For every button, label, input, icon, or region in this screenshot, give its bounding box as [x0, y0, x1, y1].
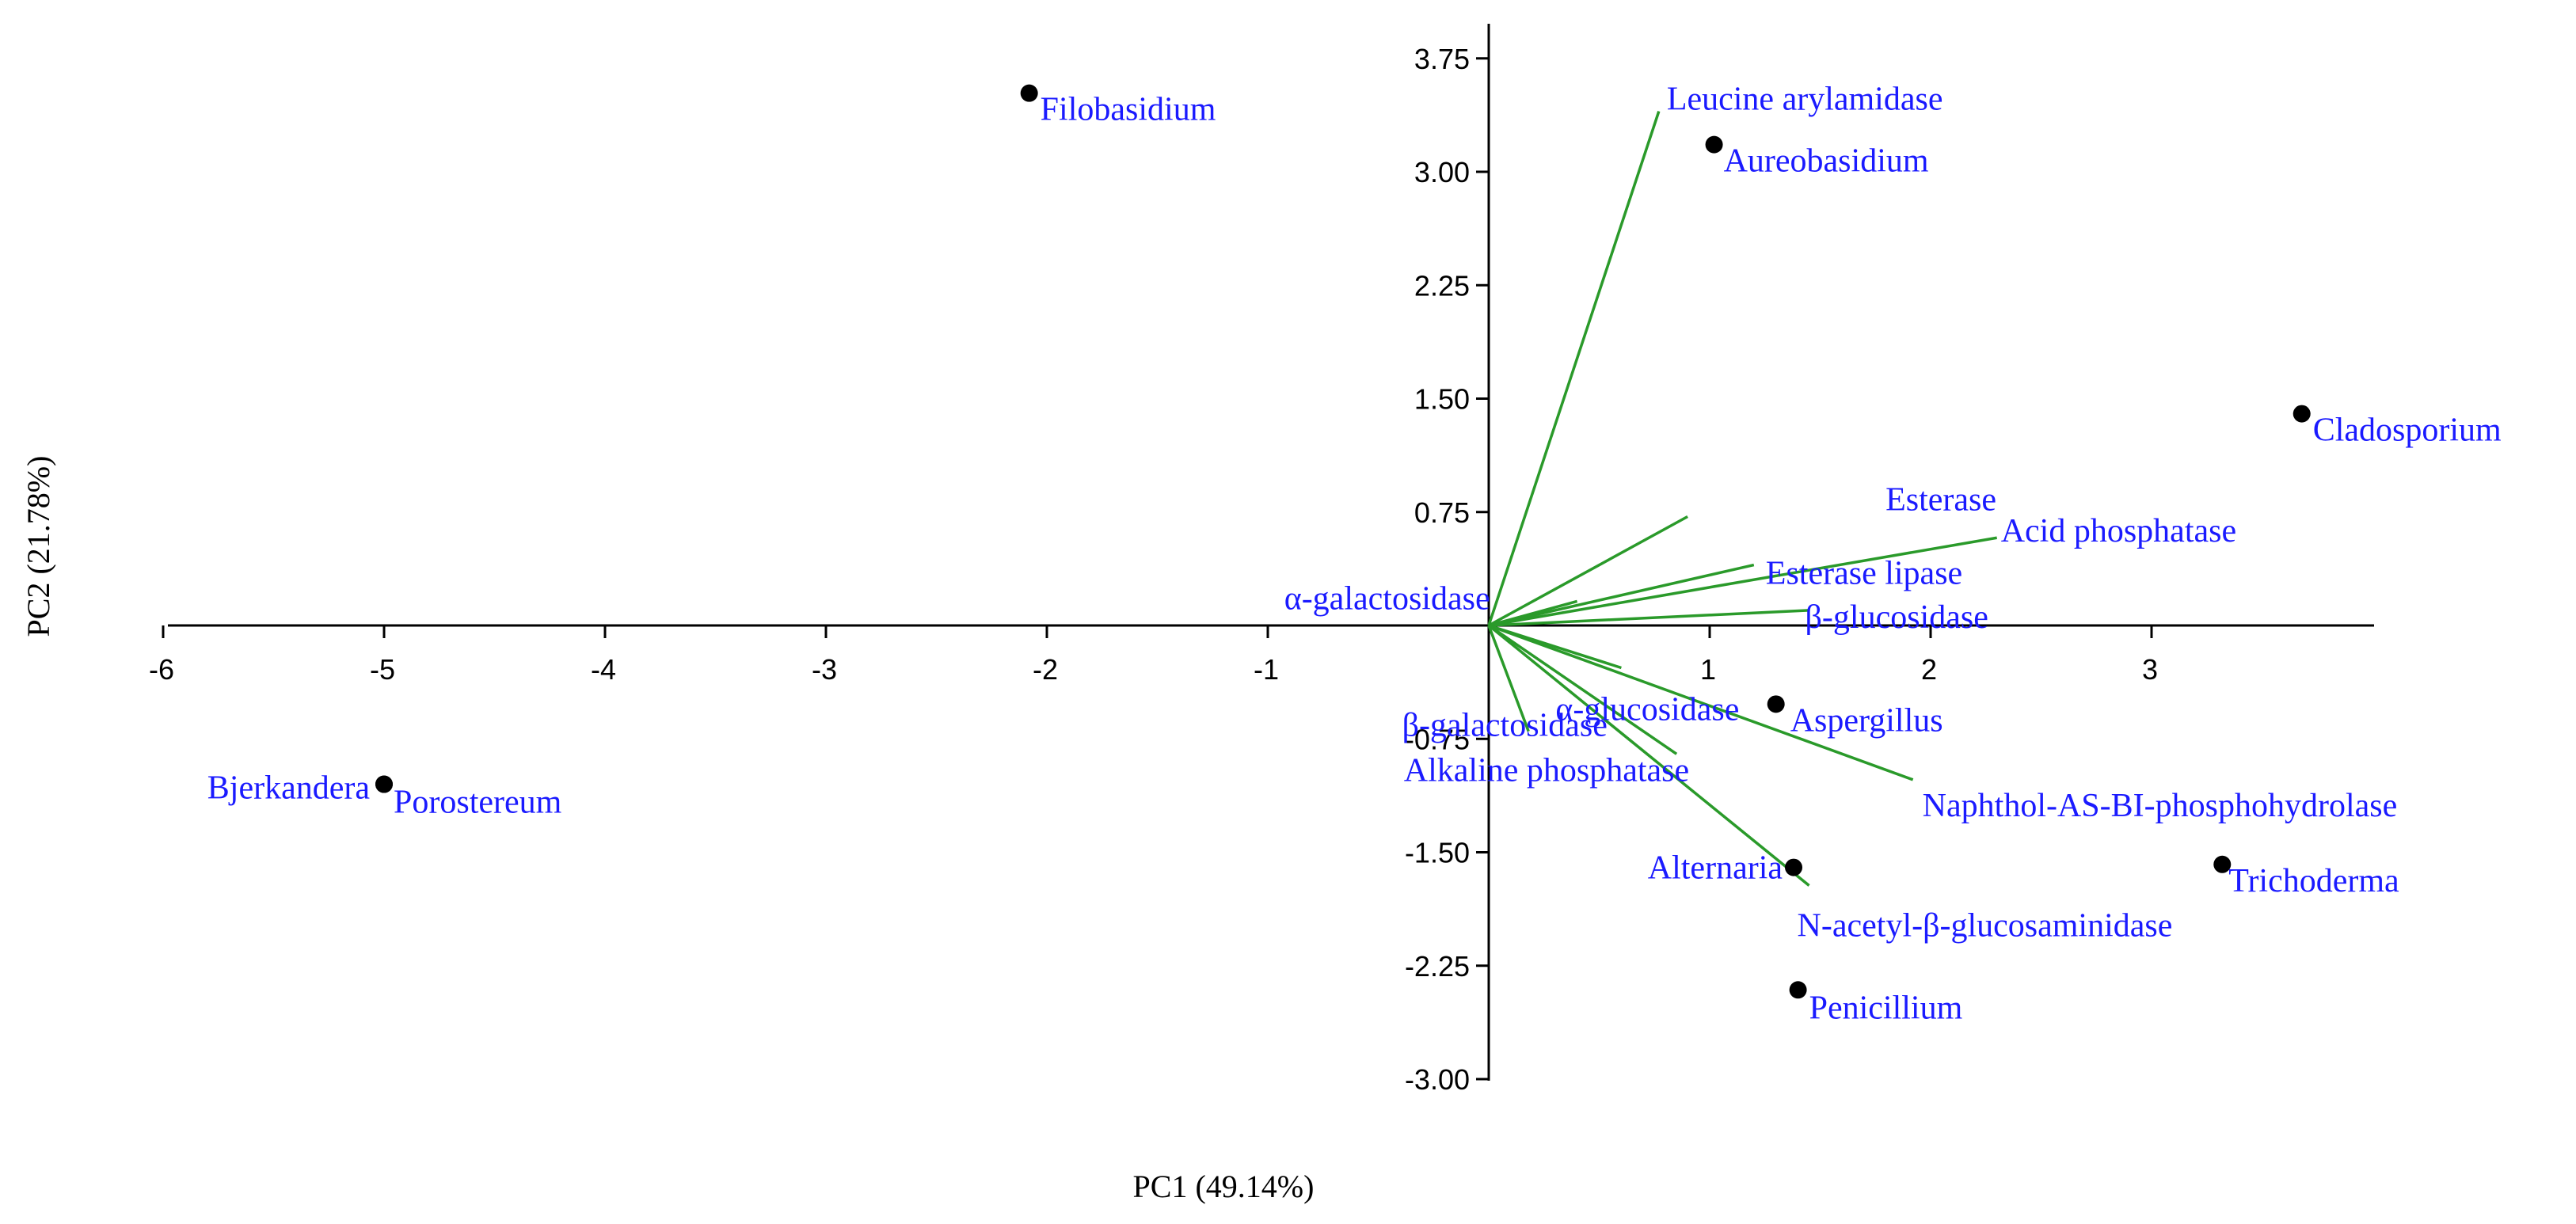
point-label: Bjerkandera: [207, 770, 371, 807]
x-tick-label: 1: [1700, 653, 1716, 686]
loading-vector: [1488, 609, 1809, 627]
vector-label: Esterase: [1885, 481, 1996, 518]
y-tick-label: -3.00: [1405, 1063, 1470, 1096]
vector-label: Esterase lipase: [1766, 556, 1962, 592]
point-label: Cladosporium: [2313, 412, 2502, 449]
vector-label: Naphthol-AS-BI-phosphohydrolase: [1923, 788, 2398, 824]
point-label: Porostereum: [394, 785, 562, 821]
y-tick-label: -1.50: [1405, 837, 1470, 869]
score-point: [1705, 135, 1723, 154]
point-label: Aureobasidium: [1724, 143, 1929, 180]
axes-layer: -6 -5 -4 -3 -2 -1 1 2 3 3.75 3.00 2.25 1.50 0.75 -0.75…: [149, 24, 2374, 1096]
y-tick-label: 1.50: [1414, 383, 1470, 416]
x-tick-label: 2: [1921, 653, 1937, 686]
vector-label: β-glucosidase: [1805, 599, 1988, 636]
score-points: [375, 84, 2311, 999]
vector-label: α-galactosidase: [1284, 580, 1490, 617]
vector-label: N-acetyl-β-glucosaminidase: [1798, 908, 2173, 945]
x-tick-label: -5: [370, 653, 395, 686]
y-tick-label: 3.00: [1414, 156, 1470, 188]
y-tick-label: 0.75: [1414, 496, 1470, 529]
loading-vector: [1488, 599, 1578, 627]
y-axis-title: PC2 (21.78%): [21, 456, 56, 637]
vector-label: Alkaline phosphatase: [1404, 752, 1689, 789]
y-tick-label: -2.25: [1405, 950, 1470, 983]
x-tick-label: -6: [149, 653, 174, 686]
loading-vector: [1488, 624, 1914, 781]
loading-vector: [1488, 563, 1755, 627]
x-axis-title: PC1 (49.14%): [1133, 1169, 1315, 1204]
point-label: Trichoderma: [2228, 863, 2399, 899]
vector-label: Leucine arylamidase: [1667, 82, 1943, 118]
point-label: Filobasidium: [1041, 92, 1216, 128]
x-tick-label: 3: [2142, 653, 2158, 686]
x-tick-label: -2: [1033, 653, 1058, 686]
loading-vector: [1487, 111, 1661, 626]
score-point: [375, 775, 393, 793]
y-tick-label: -0.75: [1405, 723, 1470, 755]
loading-vector: [1487, 625, 1530, 732]
point-label: Penicillium: [1809, 990, 1963, 1026]
point-label: Alternaria: [1648, 850, 1783, 887]
loading-vector: [1488, 624, 1678, 755]
loading-vector: [1487, 624, 1810, 887]
vector-label: β-galactosidase: [1402, 708, 1608, 744]
score-point: [1767, 695, 1785, 713]
x-tick-label: -1: [1254, 653, 1279, 686]
x-tick-label: -4: [591, 653, 616, 686]
score-point: [1020, 84, 1038, 102]
x-tick-label: -3: [812, 653, 837, 686]
score-point: [2293, 405, 2311, 423]
loading-vector: [1488, 536, 1997, 627]
score-point: [1785, 858, 1803, 876]
loading-vector: [1488, 515, 1688, 627]
loading-vectors: [1487, 111, 1997, 887]
vector-label: Acid phosphatase: [2001, 513, 2236, 549]
point-label: Aspergillus: [1790, 702, 1943, 739]
score-point: [2213, 855, 2232, 873]
score-point: [1789, 981, 1807, 999]
y-tick-label: 2.25: [1414, 269, 1470, 302]
y-tick-label: 3.75: [1414, 43, 1470, 75]
vector-label: α-glucosidase: [1555, 691, 1739, 728]
